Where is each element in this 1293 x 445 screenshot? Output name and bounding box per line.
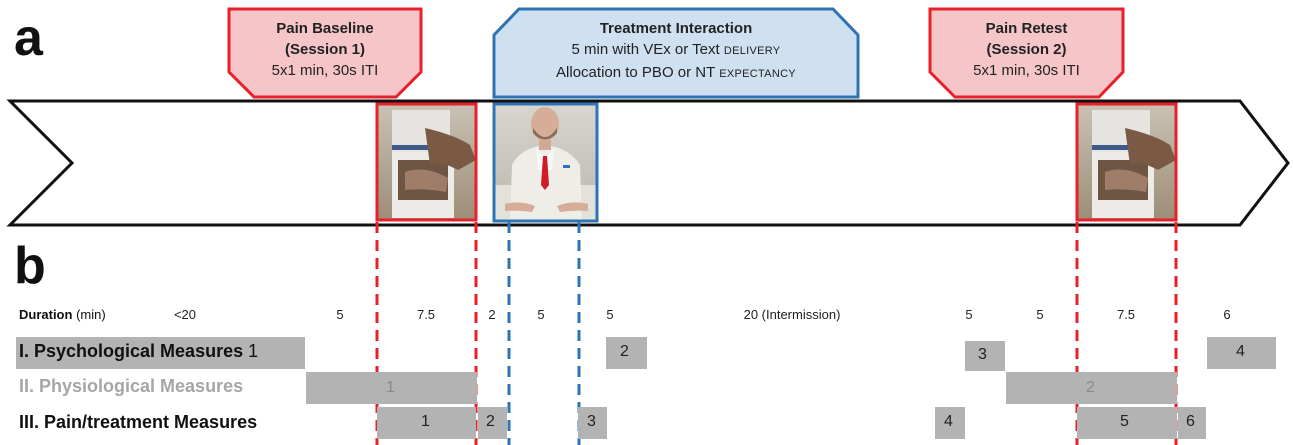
- duration-value: 2: [488, 307, 496, 322]
- measure-number: 2: [1086, 379, 1095, 396]
- measure-bar-pain: [1077, 407, 1177, 439]
- measure-bar-psych: [606, 337, 647, 369]
- panel-letter-b: b: [14, 237, 46, 295]
- duration-value: 20 (Intermission): [743, 307, 841, 322]
- row-label-text: I. Psychological Measures: [19, 341, 244, 361]
- measure-bar-pain: [935, 407, 965, 439]
- timeline-arrow: [6, 99, 1290, 227]
- phase-title: Pain Retest: [985, 20, 1068, 37]
- panel-letter-a: a: [14, 9, 43, 67]
- duration-value: 5: [537, 307, 545, 322]
- row-label-psychological: I. Psychological Measures 1: [19, 341, 258, 362]
- duration-label: Duration: [19, 307, 73, 322]
- phase-title: Pain Baseline: [276, 20, 374, 37]
- measure-bar-pain: [478, 407, 507, 439]
- virtual-doctor-avatar: [492, 102, 599, 223]
- duration-header: Duration (min): [19, 307, 106, 322]
- measure-number: 4: [1236, 343, 1245, 360]
- phase-label-pain-baseline: Pain Baseline (Session 1) 5x1 min, 30s I…: [229, 18, 421, 81]
- row-label-text: III. Pain/treatment Measures: [19, 412, 258, 432]
- measure-number: 3: [587, 413, 596, 430]
- measure-bar-psych: [16, 337, 305, 369]
- measure-bar-pain: [377, 407, 476, 439]
- measure-number: 6: [1186, 413, 1195, 430]
- duration-value: 5: [336, 307, 344, 322]
- phase-title: Treatment Interaction: [599, 20, 753, 37]
- phase-box-pain-retest: [928, 7, 1125, 99]
- measure-number: 2: [486, 413, 495, 430]
- duration-value: 7.5: [1116, 307, 1136, 322]
- row-label-physiological: II. Physiological Measures: [19, 376, 243, 397]
- measure-number: 3: [978, 346, 987, 363]
- row-label-pain-treatment: III. Pain/treatment Measures: [19, 412, 257, 433]
- cold-pressor-photo: [1075, 102, 1178, 222]
- row-label-number: 1: [248, 341, 259, 361]
- phase-detail-text: 5 min with VEx or Text: [571, 41, 720, 58]
- phase-label-pain-retest: Pain Retest (Session 2) 5x1 min, 30s ITI: [930, 18, 1123, 81]
- phase-session: (Session 1): [284, 41, 366, 58]
- cold-pressor-photo: [375, 102, 478, 222]
- phase-detail: Allocation to PBO or NT EXPECTANCY: [494, 62, 858, 85]
- phase-detail: 5 min with VEx or Text DELIVERY: [494, 39, 858, 62]
- duration-value: 7.5: [416, 307, 436, 322]
- phase-detail-smallcaps: DELIVERY: [723, 45, 781, 57]
- measure-number: 5: [1120, 413, 1129, 430]
- duration-value: <20: [173, 307, 197, 322]
- measure-bar-psych: [1207, 337, 1276, 369]
- measure-bar-pain: [1178, 407, 1206, 439]
- duration-value: 5: [1036, 307, 1044, 322]
- phase-detail-smallcaps: EXPECTANCY: [719, 68, 796, 80]
- measure-number: 4: [944, 413, 953, 430]
- duration-value: 5: [606, 307, 614, 322]
- measure-bar-pain: [578, 407, 607, 439]
- phase-session: (Session 2): [986, 41, 1067, 58]
- phase-detail: 5x1 min, 30s ITI: [271, 62, 379, 79]
- measure-bar-physio: [306, 372, 477, 404]
- measure-bar-physio: [1006, 372, 1177, 404]
- measure-number: 1: [421, 413, 430, 430]
- phase-box-treatment-interaction: [492, 7, 860, 99]
- measure-bar-psych: [965, 341, 1005, 371]
- phase-label-treatment-interaction: Treatment Interaction 5 min with VEx or …: [494, 18, 858, 85]
- duration-value: 6: [1223, 307, 1231, 322]
- duration-unit: (min): [76, 307, 106, 322]
- phase-detail: 5x1 min, 30s ITI: [973, 62, 1080, 79]
- measure-number: 2: [620, 343, 629, 360]
- duration-value: 5: [965, 307, 973, 322]
- phase-detail-text: Allocation to PBO or NT: [556, 64, 716, 81]
- row-label-text: II. Physiological Measures: [19, 376, 244, 396]
- measure-number: 1: [386, 379, 395, 396]
- phase-box-pain-baseline: [227, 7, 423, 99]
